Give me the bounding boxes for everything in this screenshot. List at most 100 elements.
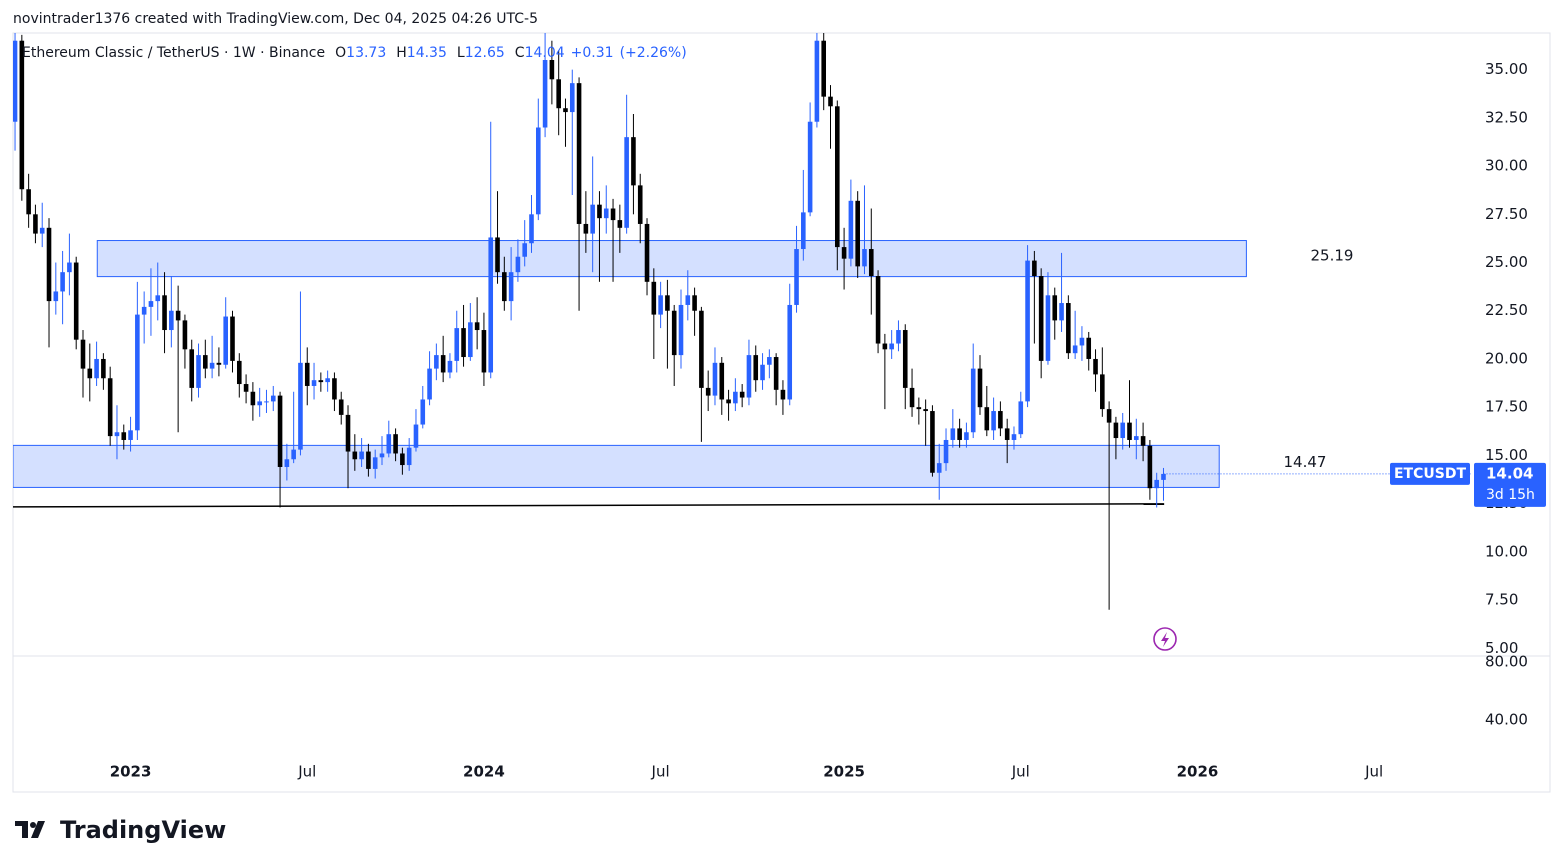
support-line: [13, 503, 1165, 508]
candle-body: [413, 424, 419, 448]
candle-body: [468, 322, 473, 358]
y-tick-label: 27.50: [1485, 205, 1528, 223]
candle-body: [801, 212, 806, 250]
y-tick-label: 5.00: [1485, 639, 1518, 657]
candle-body: [311, 380, 317, 386]
y-tick-label: 30.00: [1485, 157, 1528, 175]
candle-body: [651, 281, 657, 315]
candle-body: [522, 243, 528, 257]
candle-body: [1025, 260, 1030, 402]
candle-body: [1100, 374, 1105, 410]
x-tick-label: 2026: [1177, 763, 1219, 781]
logo-dot: [30, 822, 36, 828]
candle-body: [644, 223, 650, 282]
candle-body: [875, 276, 881, 344]
candle-body: [481, 330, 487, 373]
candle-body: [1154, 479, 1159, 489]
candle-body: [977, 368, 983, 408]
candle-body: [733, 391, 738, 404]
candle-body: [671, 310, 677, 356]
candle-body: [780, 389, 786, 400]
candle-body: [658, 295, 663, 315]
candle-body: [590, 204, 595, 234]
candle-body: [298, 362, 303, 450]
candle-body: [889, 343, 894, 350]
candle-body: [1072, 345, 1078, 354]
candle-body: [270, 395, 276, 402]
candle-body: [773, 357, 779, 390]
candle-body: [1038, 276, 1044, 361]
candle-body: [699, 310, 704, 388]
candle-body: [1079, 337, 1085, 346]
candle-body: [665, 295, 670, 311]
candle-body: [583, 223, 589, 234]
candle-body: [542, 60, 548, 128]
candle-body: [991, 411, 996, 431]
y2-tick-label: 40.00: [1485, 710, 1528, 728]
candle-body: [121, 432, 127, 440]
candle-body: [943, 439, 949, 464]
candle-body: [882, 343, 888, 350]
candle-body: [101, 358, 106, 379]
candle-body: [169, 310, 174, 331]
candle-body: [332, 378, 337, 400]
candle-body: [597, 204, 602, 219]
candle-body: [569, 83, 575, 113]
candle-body: [440, 355, 446, 373]
candle-body: [13, 40, 18, 122]
candle-body: [841, 247, 847, 259]
candle-body: [461, 328, 466, 358]
candle-body: [284, 459, 290, 467]
candle-body: [936, 463, 942, 473]
legend-label: H: [396, 45, 407, 61]
candle-body: [434, 355, 439, 369]
legend-label: C: [515, 45, 525, 61]
candle-body: [535, 127, 541, 215]
zone: [13, 444, 1220, 488]
legend-label: L: [457, 45, 465, 61]
candle-body: [135, 314, 140, 431]
candle-body: [1059, 303, 1064, 321]
candle-body: [549, 60, 555, 80]
candle-body: [1018, 401, 1024, 435]
legend-label: O: [335, 45, 346, 61]
price-tag: [1474, 462, 1546, 507]
candle-body: [1004, 428, 1010, 440]
candle-body: [631, 137, 636, 186]
candle-body: [400, 453, 405, 466]
candle-body: [230, 316, 235, 361]
candle-body: [950, 428, 956, 440]
legend: Ethereum Classic / TetherUS · 1W · Binan…: [22, 45, 687, 61]
x-tick-label: Jul: [297, 763, 316, 781]
legend-value: 12.65: [465, 45, 505, 61]
candle-body: [624, 137, 629, 228]
candle-body: [807, 121, 813, 213]
alert-bolt: [1161, 632, 1169, 647]
y2-tick-label: 80.00: [1485, 652, 1528, 670]
candle-body: [739, 391, 745, 398]
candle-body: [53, 291, 59, 302]
candle-body: [814, 40, 820, 122]
x-tick-label: 2025: [823, 763, 865, 781]
candle-body: [610, 208, 616, 221]
logo-mark: [15, 821, 45, 838]
candle-body: [33, 214, 38, 234]
candle-body: [1120, 422, 1126, 439]
candle-body: [114, 432, 120, 437]
symbol-tag-text: ETCUSDT: [1394, 466, 1466, 482]
alert-icon[interactable]: [1153, 627, 1177, 651]
candle-body: [182, 320, 188, 350]
y-tick-label: 35.00: [1485, 60, 1528, 78]
candle-body: [746, 355, 752, 398]
candle-body: [821, 40, 827, 97]
candle-body: [794, 249, 799, 305]
candle-body: [141, 306, 147, 315]
candle-body: [508, 272, 514, 302]
candle-body: [1140, 436, 1146, 446]
candle-body: [243, 384, 249, 392]
candle-body: [196, 355, 201, 388]
candle-body: [1032, 260, 1037, 277]
candle-body: [304, 362, 310, 386]
candle-body: [325, 378, 330, 383]
